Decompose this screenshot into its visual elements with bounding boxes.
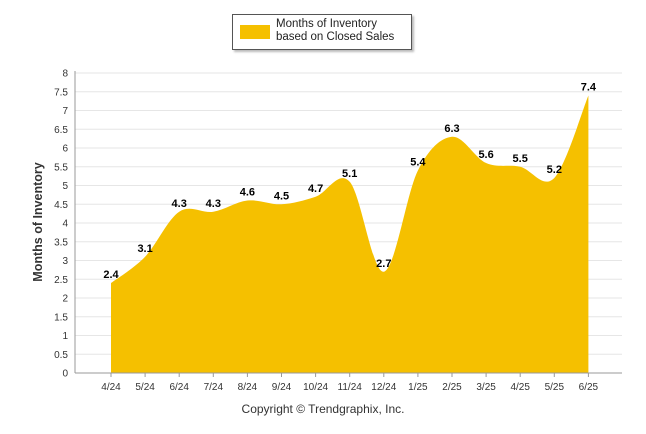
x-tick-label: 9/24 — [272, 382, 292, 393]
y-tick-label: 7 — [62, 106, 68, 117]
x-tick-label: 3/25 — [476, 382, 496, 393]
y-tick-label: 7.5 — [54, 87, 68, 98]
legend-label: Months of Inventory based on Closed Sale… — [276, 18, 395, 43]
x-tick-label: 6/24 — [169, 382, 189, 393]
y-tick-label: 2 — [62, 294, 68, 305]
y-axis-label: Months of Inventory — [31, 162, 45, 281]
data-label: 5.1 — [342, 168, 357, 180]
data-label: 4.7 — [308, 183, 323, 195]
y-tick-label: 1.5 — [54, 312, 68, 323]
data-label: 3.1 — [137, 243, 152, 255]
y-tick-labels: 0 0.5 1 1.5 2 2.5 3 3.5 4 4.5 5 5.5 6 6.5 7 7.5 8 — [54, 69, 68, 380]
data-label: 4.3 — [206, 198, 221, 210]
data-label: 4.5 — [274, 190, 289, 202]
y-tick-label: 8 — [62, 69, 68, 80]
data-labels: 2.4 3.1 4.3 4.3 4.6 4.5 4.7 5.1 2.7 5.4 6.3 5.6 5.5 5… — [103, 82, 597, 282]
data-label: 4.3 — [172, 198, 187, 210]
y-tick-label: 0 — [62, 369, 68, 380]
y-tick-label: 3 — [62, 256, 68, 267]
y-tick-label: 3.5 — [54, 237, 68, 248]
y-tick-label: 1 — [62, 331, 68, 342]
copyright-text: Copyright © Trendgraphix, Inc. — [241, 402, 405, 416]
data-label: 6.3 — [444, 123, 459, 135]
x-tick-label: 5/25 — [545, 382, 565, 393]
series-area — [111, 95, 589, 373]
y-tick-label: 5.5 — [54, 162, 68, 173]
x-tick-label: 2/25 — [442, 382, 462, 393]
y-tick-label: 2.5 — [54, 275, 68, 286]
y-tick-label: 4 — [62, 219, 68, 230]
data-label: 5.6 — [478, 149, 493, 161]
data-label: 4.6 — [240, 187, 255, 199]
x-tick-label: 8/24 — [238, 382, 258, 393]
y-tick-label: 4.5 — [54, 200, 68, 211]
x-tick-label: 10/24 — [303, 382, 328, 393]
legend-swatch — [240, 25, 270, 39]
x-tick-label: 11/24 — [338, 382, 363, 393]
data-label: 7.4 — [581, 82, 597, 94]
data-label: 2.7 — [376, 258, 391, 270]
y-tick-label: 0.5 — [54, 350, 68, 361]
x-tick-label: 5/24 — [135, 382, 155, 393]
y-tick-label: 5 — [62, 181, 68, 192]
legend: Months of Inventory based on Closed Sale… — [232, 14, 412, 50]
data-label: 5.4 — [410, 157, 426, 169]
axes — [74, 71, 622, 377]
y-tick-label: 6 — [62, 144, 68, 155]
x-tick-labels: 4/24 5/24 6/24 7/24 8/24 9/24 10/24 11/24 12/24 1… — [101, 382, 598, 393]
x-tick-label: 4/24 — [101, 382, 121, 393]
data-label: 5.5 — [513, 153, 528, 165]
x-tick-label: 6/25 — [579, 382, 599, 393]
data-label: 5.2 — [547, 164, 562, 176]
x-tick-label: 1/25 — [408, 382, 428, 393]
x-tick-label: 7/24 — [204, 382, 224, 393]
data-label: 2.4 — [103, 269, 119, 281]
x-tick-label: 12/24 — [371, 382, 396, 393]
area-series — [111, 95, 589, 373]
y-tick-label: 6.5 — [54, 125, 68, 136]
x-tick-label: 4/25 — [510, 382, 530, 393]
